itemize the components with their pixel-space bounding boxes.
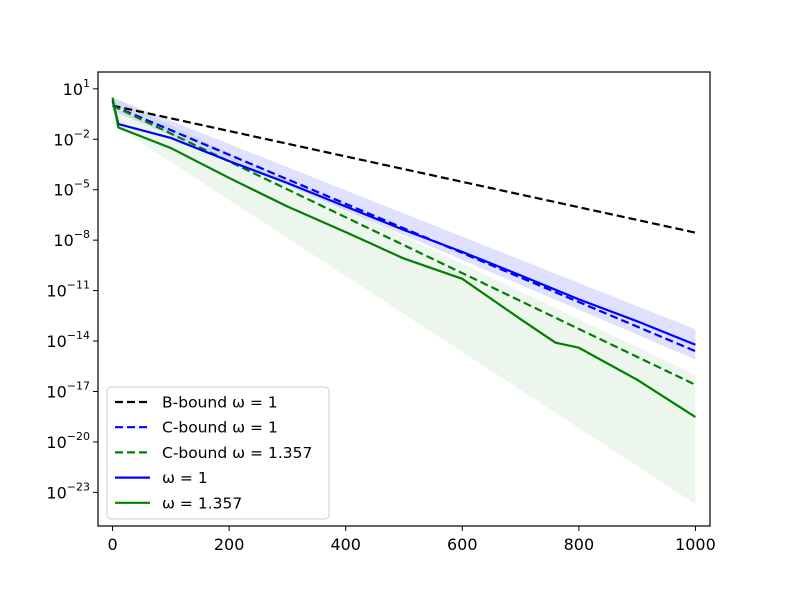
plot-frame <box>97 71 711 527</box>
legend-label-4: ω = 1.357 <box>162 494 242 512</box>
x-tick-label: 800 <box>564 535 595 554</box>
y-tick-label: 10−23 <box>46 480 90 502</box>
legend-label-2: C-bound ω = 1.357 <box>162 444 312 462</box>
series-layer <box>111 97 697 419</box>
y-tick-label: 10−20 <box>46 430 90 452</box>
y-axis: 101 10−2 10−5 10−8 10−11 10−14 10−17 10−20 10−23 <box>46 77 98 502</box>
legend: B-bound ω = 1 C-bound ω = 1 C-bound ω = 1.… <box>106 386 330 520</box>
x-tick-label: 400 <box>330 535 361 554</box>
series-line-1 <box>112 104 696 353</box>
x-tick-label: 0 <box>107 535 117 554</box>
y-tick-label: 10−14 <box>46 329 90 351</box>
legend-label-0: B-bound ω = 1 <box>162 394 278 412</box>
y-tick-label: 10−2 <box>53 127 90 149</box>
y-tick-label: 10−8 <box>53 228 90 250</box>
x-tick-label: 200 <box>214 535 245 554</box>
series-line-0 <box>112 104 696 234</box>
y-tick-label: 101 <box>63 77 90 99</box>
y-tick-label: 10−11 <box>46 279 90 301</box>
series-line-3 <box>111 100 696 346</box>
x-tick-label: 1000 <box>675 535 716 554</box>
x-tick-label: 600 <box>447 535 478 554</box>
legend-label-1: C-bound ω = 1 <box>162 419 278 437</box>
x-axis: 0 200 400 600 800 1000 <box>107 526 716 554</box>
legend-label-3: ω = 1 <box>162 469 208 487</box>
y-tick-label: 10−17 <box>46 379 90 401</box>
trial-band-1 <box>112 97 696 505</box>
series-line-4 <box>111 97 697 419</box>
legend-box <box>106 386 330 520</box>
y-tick-label: 10−5 <box>53 178 90 200</box>
